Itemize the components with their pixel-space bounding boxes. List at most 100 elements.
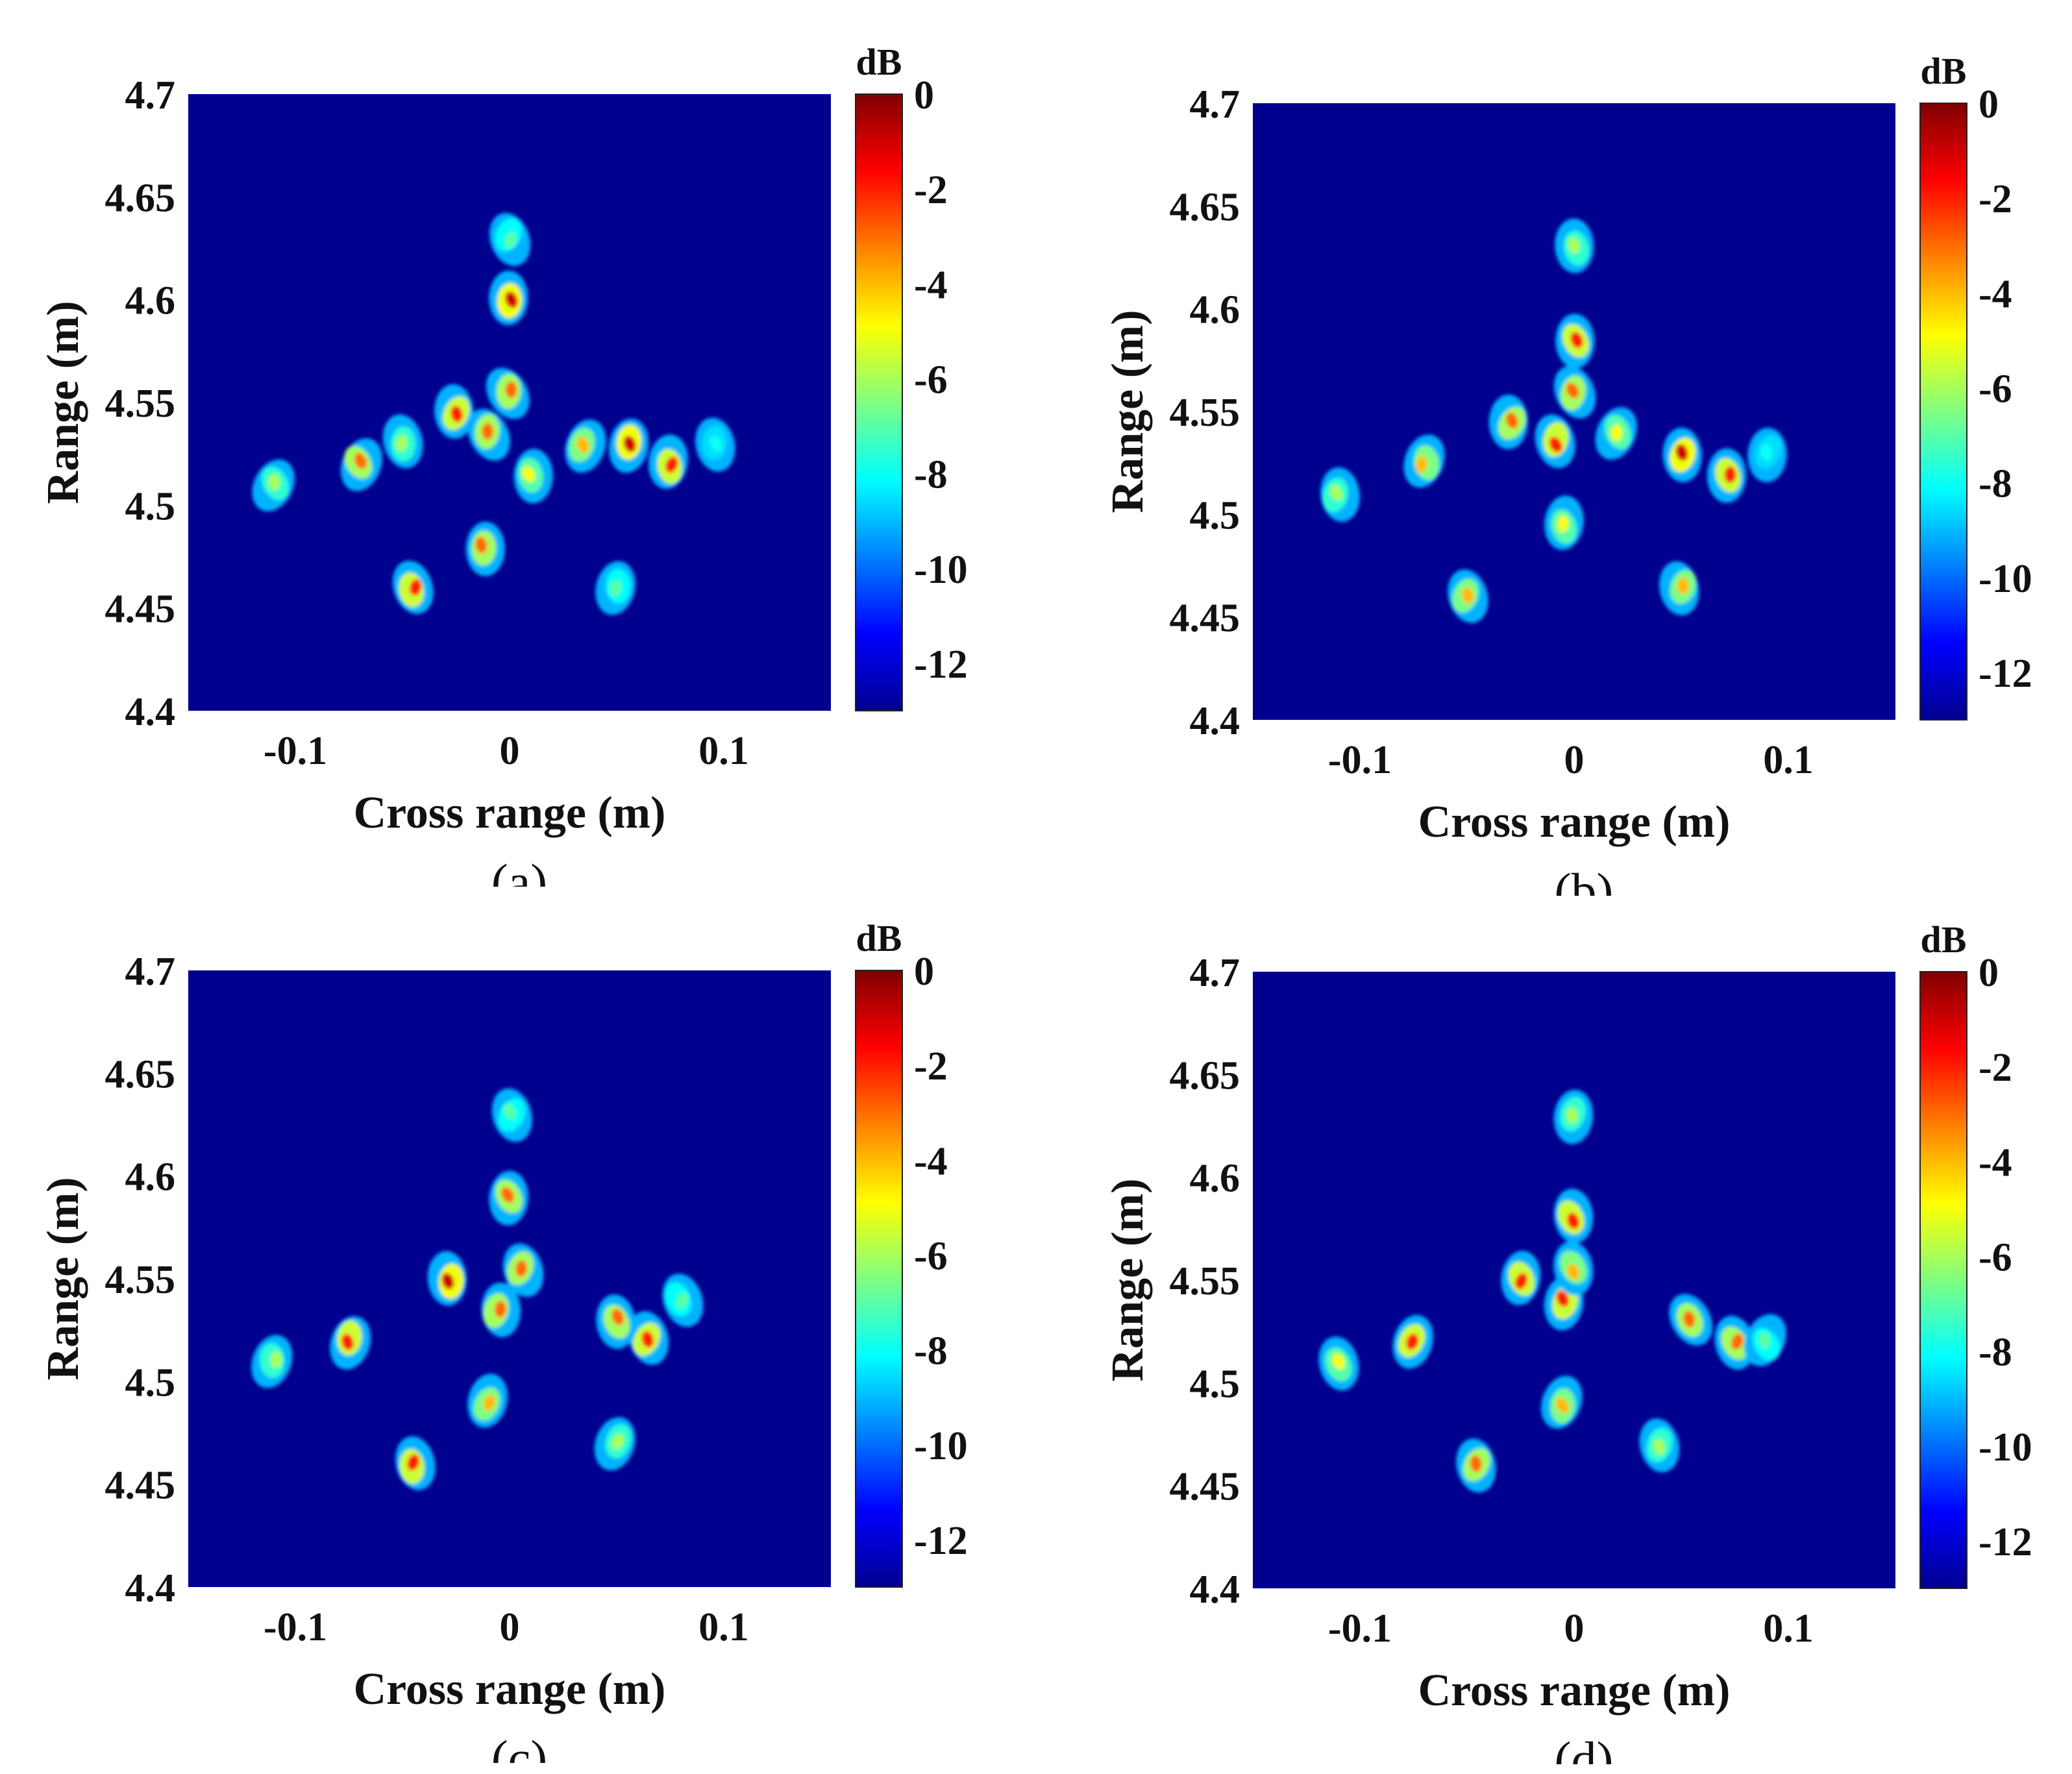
y-tick-label: 4.4: [1190, 1568, 1240, 1612]
panel-c: -0.1 0 0.1 4.4 4.45 4.5 4.55 4.6 4.65 4.7 Cross ra…: [0, 876, 1036, 1763]
scatterer-mark: [475, 536, 487, 554]
scatterer-mark: [270, 1351, 282, 1368]
panel-b: -0.1 0 0.1 4.4 4.45 4.5 4.55 4.6 4.65 4.7 Cross ra…: [1065, 9, 2072, 896]
scatterer-mark: [1549, 436, 1562, 453]
y-axis-label: Range (m): [1103, 1179, 1153, 1382]
x-tick-label: 0: [1564, 1607, 1585, 1651]
colorbar-tick-label: -12: [1979, 1520, 2032, 1564]
x-tick-label: -0.1: [1328, 1607, 1392, 1651]
colorbar-tick-label: -2: [914, 168, 948, 212]
x-tick-label: 0.1: [1763, 1607, 1814, 1651]
colorbar-tick-label: -6: [914, 1234, 948, 1278]
colorbar-tick-label: 0: [914, 950, 934, 994]
y-tick-label: 4.7: [1190, 951, 1240, 995]
y-axis-label: Range (m): [1103, 310, 1153, 513]
y-tick-label: 4.6: [1190, 288, 1240, 332]
y-tick-label: 4.5: [125, 484, 176, 528]
scatterer-mark: [709, 436, 722, 452]
y-tick-label: 4.65: [105, 1052, 176, 1096]
x-tick-label: -0.1: [264, 729, 327, 773]
x-tick-label: 0: [500, 729, 520, 773]
x-tick-label: 0.1: [1763, 738, 1814, 782]
scatterer-mark: [502, 1103, 517, 1120]
scatterer-mark: [1675, 444, 1688, 461]
colorbar-tick-label: -2: [1979, 177, 2012, 221]
x-axis-label: Cross range (m): [354, 1664, 666, 1714]
scatterer-mark: [665, 456, 678, 473]
y-tick-label: 4.65: [1170, 185, 1240, 229]
scatterer-mark: [494, 1301, 506, 1318]
colorbar-unit-label: dB: [1921, 50, 1967, 92]
panel-a: -0.1 0 0.1 4.4 4.45 4.5 4.55 4.6 4.65 4.7 Cross ra…: [0, 0, 1036, 887]
panel-caption: (a): [491, 854, 548, 887]
y-tick-label: 4.5: [1190, 493, 1240, 537]
y-tick-label: 4.55: [1170, 391, 1240, 435]
x-tick-label: -0.1: [264, 1605, 327, 1649]
colorbar-tick-label: -10: [1979, 1425, 2032, 1470]
scatterer-mark: [1329, 484, 1343, 501]
colorbar-tick-label: 0: [1979, 951, 1999, 995]
colorbar-tick-label: -2: [914, 1044, 948, 1089]
scatterer-mark: [483, 1394, 496, 1411]
scatterer-mark: [1332, 1353, 1345, 1370]
scatterer-mark: [341, 1333, 354, 1351]
scatterer-mark: [1758, 1331, 1771, 1349]
scatterer-group: [251, 1088, 704, 1490]
y-tick-label: 4.4: [1190, 699, 1240, 743]
scatterer-mark: [611, 1433, 624, 1450]
scatterer-mark: [1556, 1290, 1569, 1307]
scatterer-group: [1320, 218, 1787, 623]
scatterer-mark: [1415, 456, 1427, 473]
heatmap-chart-c: -0.1 0 0.1 4.4 4.45 4.5 4.55 4.6 4.65 4.7 Cross ra…: [38, 917, 968, 1763]
scatterer-mark: [1683, 1311, 1696, 1328]
scatterer-mark: [450, 405, 463, 423]
scatterer-group: [252, 213, 735, 615]
x-tick-label: 0: [500, 1605, 520, 1649]
colorbar: [855, 970, 903, 1588]
scatterer-mark: [354, 452, 367, 469]
scatterer-mark: [1570, 332, 1583, 349]
y-tick-label: 4.4: [125, 690, 176, 734]
colorbar-tick-label: -4: [1979, 1140, 2012, 1185]
y-tick-label: 4.6: [1190, 1157, 1240, 1201]
y-tick-label: 4.45: [105, 587, 176, 632]
colorbar-tick-label: -10: [914, 548, 968, 592]
y-tick-label: 4.4: [125, 1566, 176, 1610]
x-tick-label: 0: [1564, 738, 1585, 782]
colorbar-tick-label: -6: [914, 358, 948, 402]
scatterer-mark: [482, 423, 494, 440]
y-tick-label: 4.5: [125, 1361, 176, 1405]
colorbar-unit-label: dB: [856, 41, 902, 83]
y-axis-label: Range (m): [38, 301, 88, 504]
scatterer-mark: [1566, 1107, 1578, 1124]
scatterer-mark: [505, 291, 518, 308]
scatterer-mark: [505, 381, 517, 399]
y-tick-label: 4.65: [1170, 1053, 1240, 1098]
scatterer-mark: [1557, 515, 1569, 533]
colorbar-tick-label: -12: [1979, 652, 2032, 696]
colorbar-tick-label: -8: [1979, 462, 2012, 506]
scatterer-mark: [1514, 1273, 1528, 1290]
y-tick-label: 4.6: [125, 1155, 176, 1200]
colorbar-tick-label: 0: [1979, 82, 1999, 127]
scatterer-mark: [676, 1292, 689, 1309]
scatterer-mark: [1470, 1455, 1482, 1472]
y-tick-label: 4.7: [1190, 82, 1240, 127]
colorbar-tick-label: -8: [914, 453, 948, 497]
y-tick-label: 4.45: [105, 1464, 176, 1508]
heatmap-chart-a: -0.1 0 0.1 4.4 4.45 4.5 4.55 4.6 4.65 4.7 Cross ra…: [38, 41, 968, 887]
y-tick-label: 4.45: [1170, 1465, 1240, 1509]
colorbar: [1919, 971, 1967, 1589]
x-tick-label: -0.1: [1328, 738, 1392, 782]
colorbar: [855, 93, 903, 711]
scatterer-mark: [611, 1309, 624, 1325]
scatterer-mark: [1406, 1333, 1419, 1350]
colorbar-tick-label: -12: [914, 643, 968, 687]
scatterer-mark: [441, 1273, 454, 1290]
panel-caption: (c): [491, 1730, 548, 1763]
scatterer-group: [1318, 1089, 1786, 1493]
scatterer-mark: [610, 580, 622, 597]
y-tick-label: 4.7: [125, 950, 176, 994]
scatterer-mark: [641, 1331, 654, 1348]
colorbar-tick-label: -12: [914, 1519, 968, 1563]
